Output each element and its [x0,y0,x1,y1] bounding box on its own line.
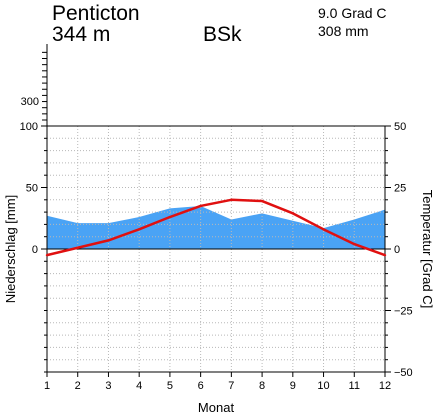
temperature-point [138,228,140,230]
temperature-point [107,239,109,241]
month-tick-label: 5 [167,380,173,392]
temperature-point [292,212,294,214]
precip-tick-label: 50 [26,183,38,195]
month-tick-label: 10 [317,380,329,392]
precip-upper-tick-label: 300 [21,96,39,108]
precip-tick-label: 100 [20,121,38,133]
temperature-point [353,243,355,245]
temperature-point [199,205,201,207]
temperature-point [384,254,386,256]
month-tick-label: 7 [228,380,234,392]
y-axis-title-left: Niederschlag [mm] [3,195,18,303]
month-tick-label: 11 [349,380,360,392]
temperature-point [77,247,79,249]
temperature-point [230,199,232,201]
month-tick-label: 2 [75,380,81,392]
temp-tick-label: −50 [394,367,413,379]
month-tick-label: 3 [105,380,111,392]
temperature-point [169,216,171,218]
temp-tick-label: −25 [394,306,413,318]
month-tick-label: 4 [136,380,142,392]
month-tick-label: 8 [259,380,265,392]
month-tick-label: 1 [44,380,50,392]
temperature-point [46,254,48,256]
temp-tick-label: 0 [394,244,400,256]
temperature-point [261,200,263,202]
temperature-point [322,228,324,230]
month-tick-label: 6 [198,380,204,392]
x-axis-title: Monat [198,400,235,415]
month-tick-label: 9 [290,380,296,392]
temp-tick-label: 50 [394,121,406,133]
y-axis-title-right: Temperatur [Grad C] [420,190,435,309]
month-tick-label: 12 [379,380,391,392]
precip-tick-label: 0 [32,244,38,256]
temp-tick-label: 25 [394,183,406,195]
